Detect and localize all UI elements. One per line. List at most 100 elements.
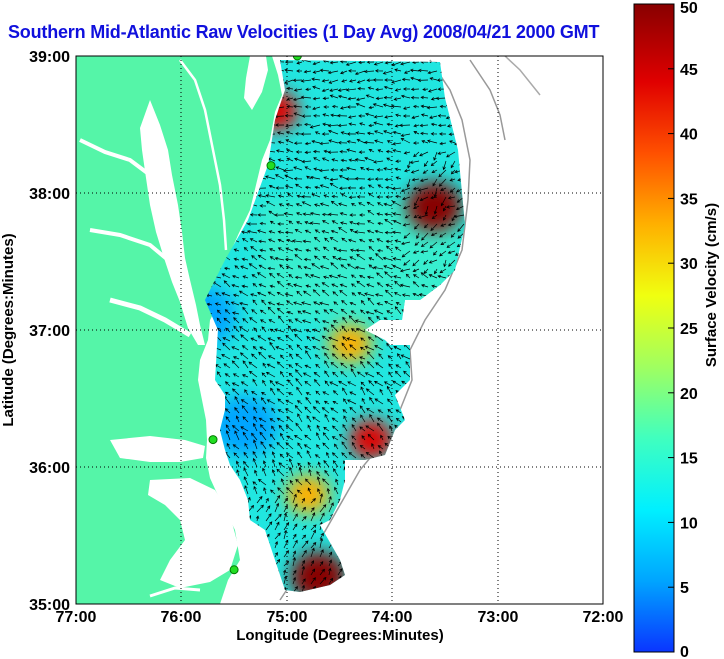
river-james <box>109 297 192 338</box>
velocity-arrow <box>428 274 438 279</box>
velocity-arrow <box>322 319 330 324</box>
velocity-arrow <box>345 88 357 92</box>
velocity-arrow <box>277 247 285 252</box>
velocity-arrow <box>392 130 402 135</box>
velocity-arrow <box>449 187 456 193</box>
velocity-arrow <box>334 486 339 495</box>
velocity-arrow <box>276 361 285 369</box>
velocity-arrow <box>365 167 375 171</box>
velocity-arrow <box>251 255 258 261</box>
contour-line <box>469 59 506 141</box>
velocity-arrow <box>384 219 393 225</box>
velocity-arrow <box>332 460 339 468</box>
velocity-arrow <box>314 454 321 459</box>
velocity-arrow <box>327 123 339 128</box>
velocity-arrow <box>376 282 384 288</box>
velocity-arrow <box>313 255 321 261</box>
velocity-arrow <box>412 292 420 297</box>
velocity-arrow <box>385 149 393 154</box>
velocity-arrow <box>374 130 384 135</box>
velocity-arrow <box>365 451 375 459</box>
velocity-arrow <box>333 443 339 450</box>
velocity-arrow <box>323 194 330 198</box>
velocity-arrow <box>312 345 321 351</box>
velocity-arrow <box>286 104 294 109</box>
velocity-arrow <box>321 79 330 83</box>
velocity-arrow <box>288 364 294 369</box>
velocity-arrow <box>420 104 429 109</box>
velocity-arrow <box>339 106 348 110</box>
velocity-arrow <box>442 214 447 221</box>
velocity-arrow <box>355 248 366 253</box>
velocity-arrow <box>312 61 321 66</box>
velocity-arrow <box>328 129 339 135</box>
velocity-arrow <box>341 237 348 243</box>
velocity-arrow <box>400 354 411 360</box>
velocity-arrow <box>233 325 240 333</box>
velocity-arrow <box>250 246 258 252</box>
velocity-arrow <box>328 502 334 513</box>
velocity-arrow <box>331 425 339 432</box>
velocity-arrow <box>412 259 420 267</box>
velocity-arrow <box>407 160 411 169</box>
velocity-arrow <box>358 186 366 190</box>
colorbar-tick-label: 10 <box>680 515 698 532</box>
velocity-arrow <box>437 151 447 155</box>
velocity-arrow <box>269 328 276 333</box>
velocity-arrow <box>387 355 393 360</box>
velocity-arrow <box>375 362 384 369</box>
velocity-arrow <box>314 131 321 135</box>
velocity-arrow <box>266 399 276 405</box>
radar-station-marker <box>208 435 218 445</box>
velocity-arrow <box>383 167 393 171</box>
velocity-arrow <box>373 309 384 315</box>
velocity-arrow <box>321 212 330 217</box>
velocity-arrow <box>448 259 456 267</box>
velocity-arrow <box>314 185 321 190</box>
velocity-arrow <box>310 497 316 504</box>
velocity-arrow <box>340 131 348 135</box>
velocity-arrow <box>276 442 285 450</box>
velocity-arrow <box>427 70 438 75</box>
velocity-arrow <box>392 380 402 387</box>
velocity-arrow <box>242 318 249 324</box>
velocity-arrow <box>271 459 276 468</box>
velocity-arrow <box>342 316 348 324</box>
velocity-arrow <box>333 468 339 477</box>
velocity-arrow <box>285 425 294 432</box>
velocity-arrow <box>323 400 330 405</box>
velocity-arrow <box>420 272 429 279</box>
velocity-arrow <box>340 70 348 75</box>
velocity-arrow <box>312 70 321 74</box>
velocity-arrow <box>385 185 393 190</box>
velocity-arrow <box>428 259 438 264</box>
velocity-arrow <box>224 408 231 414</box>
velocity-arrow <box>359 346 366 351</box>
velocity-arrow <box>297 413 303 423</box>
velocity-arrow <box>319 576 327 585</box>
velocity-arrow <box>267 306 276 315</box>
velocity-arrow <box>283 550 290 558</box>
y-ticks: 39:00 38:00 37:00 36:00 35:00 <box>29 49 70 614</box>
velocity-arrow <box>223 280 231 288</box>
velocity-arrow <box>395 409 402 414</box>
velocity-arrow <box>262 460 267 468</box>
velocity-arrow <box>449 178 456 182</box>
velocity-arrow <box>430 132 438 136</box>
colorbar <box>633 3 675 653</box>
velocity-arrow <box>376 302 384 306</box>
velocity-arrow <box>285 130 294 135</box>
velocity-arrow <box>315 390 321 396</box>
velocity-arrow <box>394 246 402 252</box>
velocity-arrow <box>274 494 281 504</box>
velocity-arrow <box>325 451 330 459</box>
x-ticks: 77:00 76:00 75:00 74:00 73:00 72:00 <box>56 609 624 626</box>
velocity-arrow <box>430 122 438 127</box>
velocity-arrow <box>330 407 339 414</box>
velocity-arrow <box>292 78 303 83</box>
velocity-arrow <box>368 264 375 270</box>
velocity-arrow <box>366 408 375 414</box>
velocity-arrow <box>438 132 447 136</box>
velocity-arrow <box>412 104 420 109</box>
